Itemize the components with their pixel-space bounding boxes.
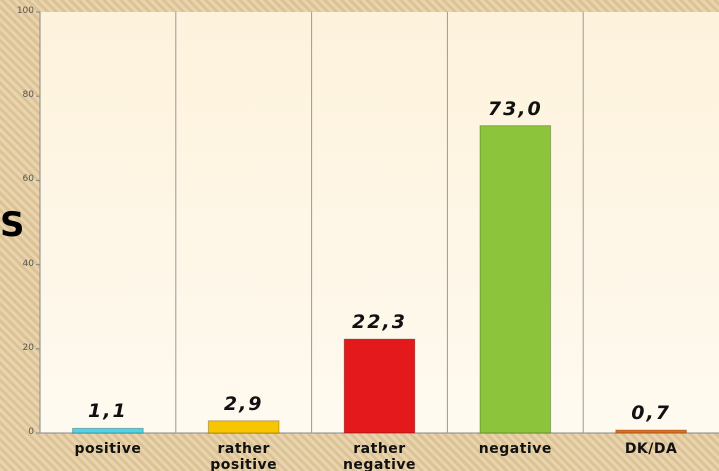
y-tick-label: 80 bbox=[22, 90, 34, 101]
y-tick-label: 20 bbox=[22, 342, 34, 353]
annotation: S bbox=[0, 205, 25, 245]
value-label: 1,1 bbox=[88, 400, 128, 423]
bar bbox=[615, 429, 687, 434]
bar bbox=[72, 427, 144, 434]
value-label: 22,3 bbox=[352, 311, 407, 334]
x-tick-label: DK/DA bbox=[624, 441, 678, 457]
x-tick-label: negative bbox=[478, 441, 552, 457]
x-tick-label: positive bbox=[74, 441, 142, 457]
value-label: 0,7 bbox=[631, 402, 671, 425]
x-tick-label: rather negative bbox=[342, 441, 417, 471]
bar bbox=[479, 125, 552, 434]
bar bbox=[207, 420, 280, 434]
y-tick-label: 60 bbox=[22, 174, 34, 185]
y-tick-label: 100 bbox=[16, 6, 34, 16]
value-label: 73,0 bbox=[487, 97, 543, 120]
bar bbox=[343, 338, 416, 434]
value-label: 2,9 bbox=[223, 392, 264, 415]
y-tick-label: 0 bbox=[28, 427, 34, 437]
y-tick-label: 40 bbox=[22, 258, 34, 269]
x-tick-label: rather positive bbox=[210, 441, 278, 471]
